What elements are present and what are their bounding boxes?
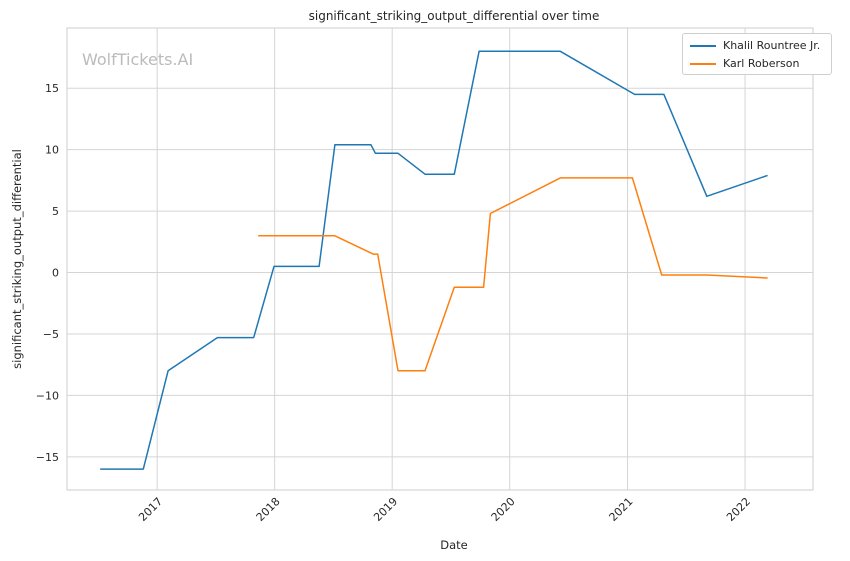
series-line-1 xyxy=(258,177,768,372)
grid xyxy=(67,28,813,490)
y-tick-label: −15 xyxy=(36,451,59,464)
x-tick-label: 2019 xyxy=(371,495,400,524)
y-tick-label: 5 xyxy=(52,205,59,218)
legend-label: Khalil Rountree Jr. xyxy=(723,39,821,52)
x-tick-labels: 2017 2018 2019 2020 2021 2022 xyxy=(136,495,753,524)
y-tick-label: −10 xyxy=(36,389,59,402)
series-line-0 xyxy=(100,50,768,470)
y-tick-label: −5 xyxy=(43,328,59,341)
y-tick-label: 10 xyxy=(45,144,59,157)
x-tick-label: 2017 xyxy=(136,495,165,524)
plot-area xyxy=(66,27,814,491)
watermark-text: WolfTickets.AI xyxy=(82,50,193,69)
legend-label: Karl Roberson xyxy=(723,57,800,70)
chart-title: significant_striking_output_differential… xyxy=(309,9,600,23)
x-tick-label: 2018 xyxy=(254,495,283,524)
series-layer xyxy=(100,50,768,470)
legend: Khalil Rountree Jr. Karl Roberson xyxy=(682,33,832,75)
x-tick-label: 2021 xyxy=(607,495,636,524)
x-tick-label: 2022 xyxy=(724,495,753,524)
legend-swatch xyxy=(690,63,716,65)
y-tick-label: 0 xyxy=(52,267,59,280)
x-axis-label: Date xyxy=(440,538,468,552)
y-tick-label: 15 xyxy=(45,82,59,95)
legend-item-khalil: Khalil Rountree Jr. xyxy=(683,39,833,53)
y-tick-labels: −15 −10 −5 0 5 10 15 xyxy=(36,82,59,464)
y-axis-label: significant_striking_output_differential xyxy=(10,149,24,369)
legend-item-karl: Karl Roberson xyxy=(683,57,833,71)
legend-swatch xyxy=(690,45,716,47)
x-tick-label: 2020 xyxy=(489,495,518,524)
